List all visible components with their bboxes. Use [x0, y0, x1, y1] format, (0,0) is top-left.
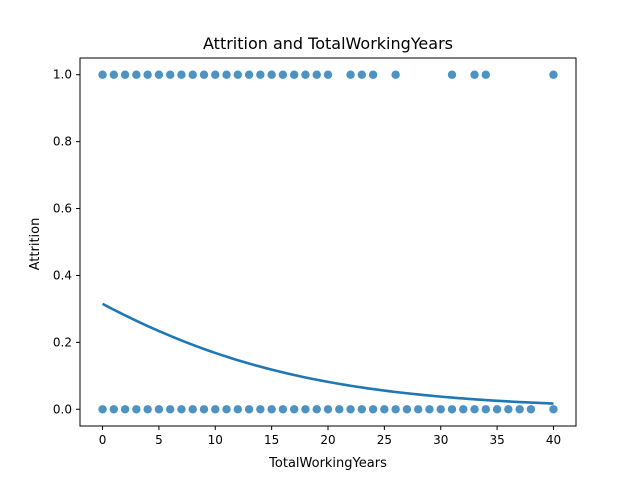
data-point: [143, 405, 152, 414]
y-tick-label: 1.0: [53, 68, 72, 82]
y-tick-label: 0.4: [53, 268, 72, 282]
data-point: [188, 405, 197, 414]
data-point: [132, 70, 141, 79]
x-tick-label: 35: [489, 433, 504, 447]
data-point: [165, 405, 175, 414]
data-point: [312, 405, 321, 414]
data-point: [233, 405, 243, 414]
data-point: [301, 405, 310, 414]
data-point: [368, 405, 378, 414]
data-point: [481, 405, 491, 414]
data-point: [165, 70, 175, 79]
data-point: [470, 70, 479, 79]
x-tick-label: 15: [264, 433, 279, 447]
data-point: [492, 405, 502, 414]
data-point: [447, 405, 457, 414]
y-axis-label: Attrition: [28, 218, 43, 271]
data-point: [256, 70, 265, 79]
data-point: [357, 405, 367, 414]
data-point: [289, 70, 299, 79]
data-point: [244, 70, 254, 79]
data-point: [98, 405, 107, 414]
plot-area: 0 5 10 15 20 25 30 35 40 0.0 0.2 0.4 0.6 0.8 1.0: [53, 57, 577, 447]
data-point: [413, 405, 423, 414]
data-point: [199, 70, 209, 79]
data-point: [436, 405, 445, 414]
x-tick-label: 25: [377, 433, 392, 447]
data-point: [289, 405, 299, 414]
x-tick-label: 40: [546, 433, 561, 447]
y-tick-label: 0.8: [53, 135, 72, 149]
data-point: [526, 405, 536, 414]
data-point: [470, 405, 479, 414]
data-point: [256, 405, 265, 414]
data-point: [109, 405, 119, 414]
data-point: [549, 70, 558, 79]
data-point: [380, 405, 389, 414]
data-point: [391, 70, 400, 79]
x-axis-label: TotalWorkingYears: [268, 456, 387, 471]
axes-frame: [79, 57, 577, 427]
data-point: [323, 405, 333, 414]
data-point: [515, 405, 524, 414]
y-tick-label: 0.6: [53, 202, 72, 216]
data-point: [132, 405, 141, 414]
data-point: [109, 70, 119, 79]
data-point: [154, 70, 164, 79]
data-point: [346, 405, 355, 414]
data-point: [425, 405, 434, 414]
data-point: [233, 70, 243, 79]
data-point: [244, 405, 254, 414]
y-tick-label: 0.2: [53, 335, 72, 349]
data-point: [211, 405, 220, 414]
x-tick-label: 20: [320, 433, 335, 447]
data-point: [312, 70, 321, 79]
data-point: [267, 70, 276, 79]
data-point: [346, 70, 355, 79]
data-point: [98, 70, 107, 79]
data-point: [481, 70, 491, 79]
data-point: [120, 70, 130, 79]
data-point: [335, 405, 344, 414]
y-tick-label: 0.0: [53, 402, 72, 416]
data-point: [199, 405, 209, 414]
data-point: [177, 405, 186, 414]
x-tick-label: 5: [155, 433, 163, 447]
data-point: [459, 405, 468, 414]
fit-line: [101, 302, 554, 405]
data-point: [549, 405, 558, 414]
data-point: [177, 70, 186, 79]
data-point: [222, 70, 231, 79]
data-point: [267, 405, 276, 414]
data-point: [504, 405, 513, 414]
x-tick-label: 10: [208, 433, 223, 447]
data-point: [301, 70, 310, 79]
data-point: [357, 70, 367, 79]
x-tick-label: 0: [99, 433, 107, 447]
data-point: [120, 405, 130, 414]
data-point: [188, 70, 197, 79]
data-point: [402, 405, 412, 414]
data-point: [368, 70, 378, 79]
data-point: [323, 70, 333, 79]
data-point: [222, 405, 231, 414]
data-point: [278, 70, 288, 79]
data-point: [211, 70, 220, 79]
data-point: [143, 70, 152, 79]
data-point: [278, 405, 288, 414]
data-point: [154, 405, 164, 414]
chart-title: Attrition and TotalWorkingYears: [203, 34, 453, 53]
x-tick-label: 30: [433, 433, 448, 447]
data-point: [391, 405, 400, 414]
data-point: [447, 70, 457, 79]
